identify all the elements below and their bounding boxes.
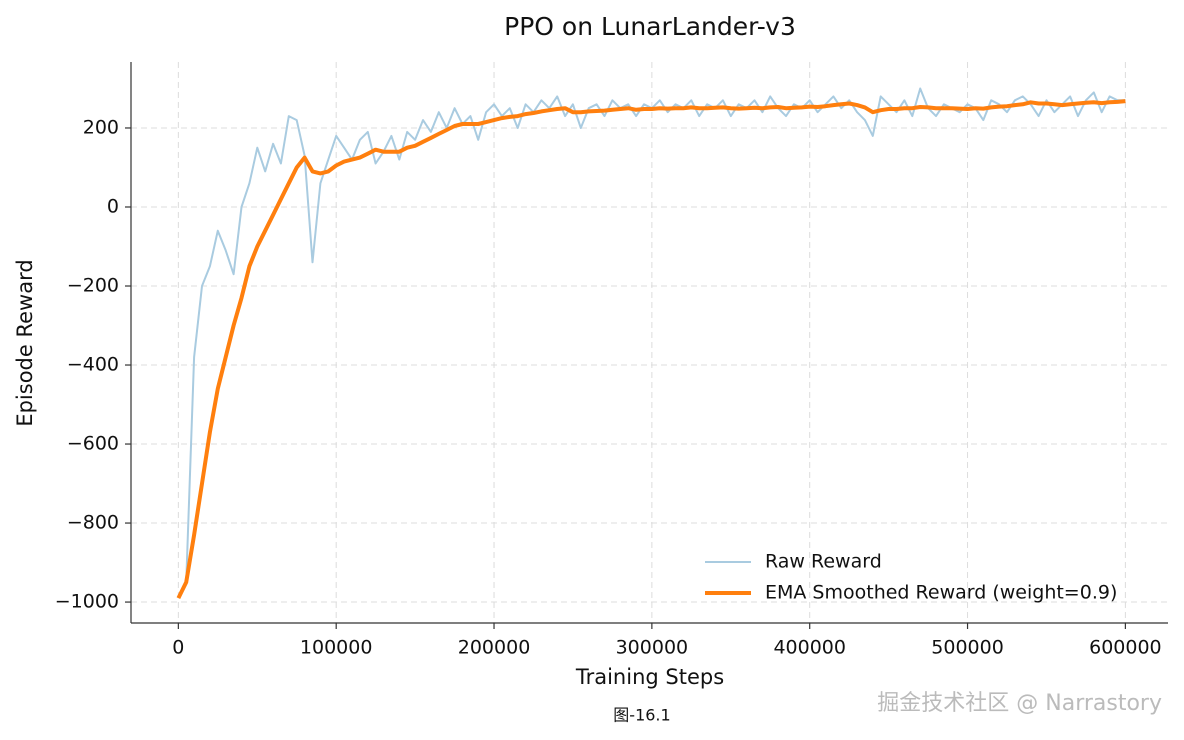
x-tick-label: 100000 [300,637,373,659]
x-tick-label: 300000 [616,637,689,659]
x-tick-label: 500000 [931,637,1004,659]
caption: 图-16.1 [613,706,670,725]
y-tick-label: 0 [107,195,119,217]
legend-label: EMA Smoothed Reward (weight=0.9) [765,582,1117,604]
chart-title: PPO on LunarLander-v3 [504,12,796,41]
y-axis-label: Episode Reward [13,259,37,426]
y-tick-label: −600 [67,433,119,455]
watermark: 掘金技术社区 @ Narrastory [877,691,1162,716]
data-line [176,99,1126,599]
y-tick-label: −200 [67,275,119,297]
x-tick-label: 200000 [458,637,531,659]
y-tick-label: 200 [83,116,119,138]
x-tick-label: 0 [172,637,184,659]
y-tick-label: −1000 [55,591,119,613]
legend-label: Raw Reward [765,551,882,573]
y-tick-label: −400 [67,354,119,376]
x-axis-label: Training Steps [575,665,724,689]
y-tick-label: −800 [67,512,119,534]
x-tick-label: 400000 [773,637,846,659]
x-tick-label: 600000 [1089,637,1162,659]
